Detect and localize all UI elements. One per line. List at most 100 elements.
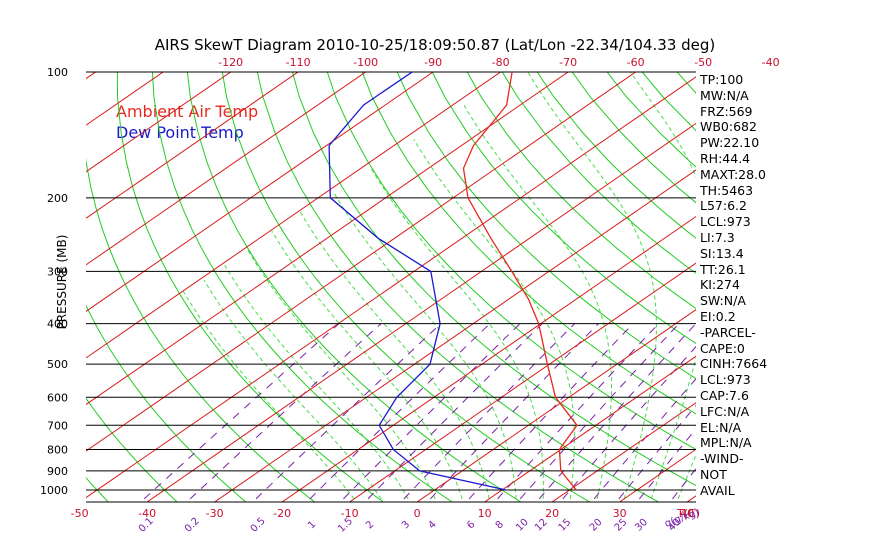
bottom-temp-tick-label: -20 [273,507,291,520]
stat-item: -PARCEL- [700,324,756,340]
stat-item: WB0:682 [700,119,757,135]
stat-item: TH:5463 [700,182,754,198]
dry-adiabat-line [0,53,41,504]
pressure-tick-label: 700 [47,419,68,432]
mixing-ratio-tick-label: 2 [364,519,376,531]
pressure-tick-label: 900 [47,465,68,478]
pressure-tick-label: 600 [47,391,68,404]
isotherm-line [86,72,299,219]
stat-item: SW:N/A [700,293,746,309]
isotherm-line [86,76,696,499]
legend-dew-point-temp: Dew Point Temp [116,123,244,142]
dry-adiabat-line [762,53,870,504]
stat-item: KI:274 [700,277,740,293]
stat-item: TT:26.1 [700,261,746,277]
dry-adiabat-line [86,156,316,502]
isotherm-line [0,53,56,507]
moist-adiabat-line [182,291,355,500]
mixing-ratio-tick-label: 8 [494,519,506,531]
mixing-ratio-tick-label: 10 [514,517,531,534]
stat-item: LCL:973 [700,214,751,230]
stat-item: PW:22.10 [700,135,760,151]
top-temp-tick-label: -120 [218,56,243,69]
moist-adiabat-line [370,168,544,499]
isotherm-line [86,72,434,312]
bottom-temp-tick-label: 20 [545,507,559,520]
ambient-air-temp-line [462,72,578,491]
mixing-ratio-line [403,323,575,500]
top-temp-tick-label: -90 [424,56,442,69]
dry-adiabat-line [116,72,385,502]
dry-adiabat-line [256,72,660,502]
dry-adiabat-line [326,72,696,451]
dry-adiabat-line [466,72,696,310]
pressure-tick-label: 400 [47,318,68,331]
pressure-tick-label: 500 [47,358,68,371]
mixing-ratio-line [309,323,491,500]
top-temp-tick-label: -70 [559,56,577,69]
mixing-ratio-line [143,323,340,500]
isotherm-line [416,309,696,502]
bottom-temp-tick-label: 10 [478,507,492,520]
bottom-temp-tick-label: 40 [680,507,694,520]
bottom-temp-tick-label: 0 [414,507,421,520]
chart-title: AIRS SkewT Diagram 2010-10-25/18:09:50.8… [154,36,716,54]
mixing-ratio-line [255,323,442,500]
stat-item: AVAIL [700,482,735,498]
dry-adiabat-line [361,72,696,415]
stability-indices-list: TP:100 MW:N/A FRZ:569 WB0:682 PW:22.10 RH:44.… [700,72,767,499]
mixing-ratio-line [497,323,660,500]
stat-item: EI:0.2 [700,308,736,324]
isotherm-line [281,215,696,502]
mixing-ratio-tick-label: 4 [426,519,438,531]
stat-item: FRZ:569 [700,103,753,119]
dew-point-temp-line [328,72,507,491]
isotherm-line [86,72,637,452]
mixing-ratio-tick-label: 30 [633,517,650,534]
moist-adiabat-line [246,248,436,500]
moist-adiabat-line [299,210,490,500]
moist-adiabat-line [203,280,382,500]
top-temp-tick-label: -40 [762,56,780,69]
pressure-tick-label: 800 [47,443,68,456]
isotherm-line [814,53,870,507]
top-temp-tick-label: -80 [492,56,510,69]
isobars [86,71,696,503]
dry-adiabat-line [501,72,696,274]
isotherm-line [86,72,367,266]
isotherm-line [86,72,502,359]
mixing-ratio-line [430,323,599,500]
stat-item: CAP:7.6 [700,387,749,403]
mixing-ratio-line [367,323,543,500]
stat-item: -WIND- [700,451,744,467]
stat-item: MAXT:28.0 [700,166,766,182]
dry-adiabat-line [186,72,522,502]
isotherm-line [483,355,696,502]
dry-adiabat-line [864,53,870,504]
isotherm-line [348,262,696,502]
stat-item: LCL:973 [700,372,751,388]
moist-adiabat-line [333,192,517,499]
isotherm-line [551,402,696,502]
grid-lines [0,53,870,507]
bottom-temp-tick-label: -50 [71,507,89,520]
dry-adiabat-line [830,53,870,504]
isotherm-line [213,169,696,502]
dry-adiabat-line [536,72,696,239]
top-temp-tick-label: -100 [353,56,378,69]
mixing-ratio-tick-label: 6 [465,519,477,531]
stat-item: LI:7.3 [700,229,735,245]
dry-adiabat-line [221,72,591,502]
temp-unit-label: T(C) [676,507,700,520]
stat-item: SI:13.4 [700,245,744,261]
stat-item: NOT [700,466,727,482]
mixing-ratio-line [343,323,521,500]
bottom-temp-tick-label: -40 [138,507,156,520]
bottom-temp-tick-label: -10 [341,507,359,520]
stat-item: LFC:N/A [700,403,750,419]
isotherm-line [86,72,569,406]
moist-adiabat-line [527,72,657,500]
dry-adiabat-line [431,72,696,344]
